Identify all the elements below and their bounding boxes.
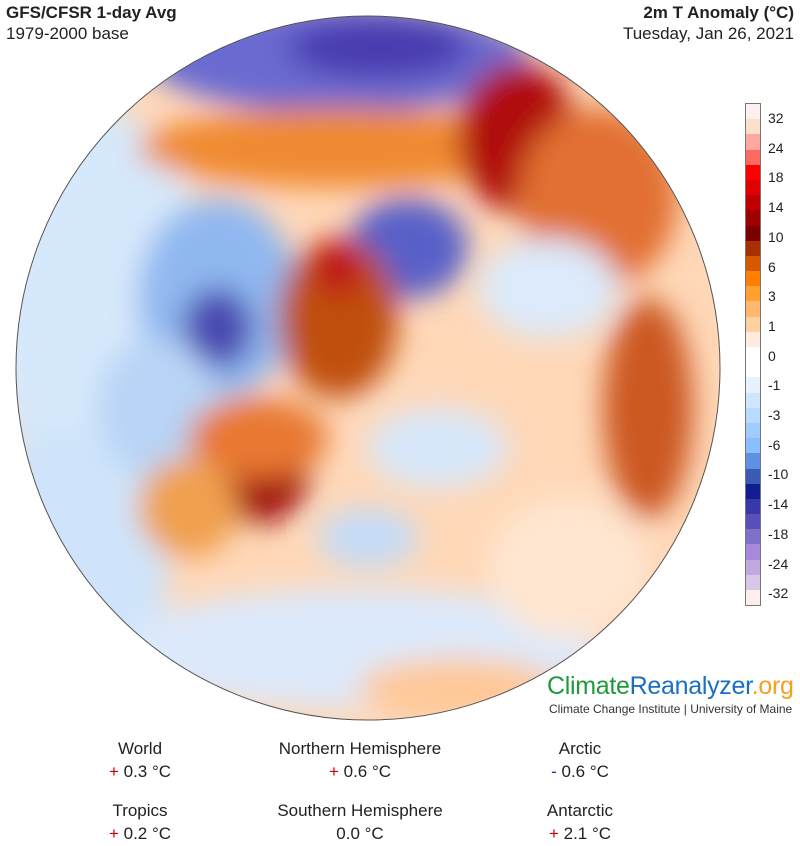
colorbar-tick: -3 [768, 407, 781, 423]
logo-climate: Climate [547, 672, 630, 700]
stat-sign: - [551, 762, 557, 781]
colorbar-swatch [746, 559, 760, 575]
anomaly-field [16, 16, 720, 720]
colorbar-swatch [746, 316, 760, 332]
colorbar-tick: 10 [768, 228, 784, 245]
colorbar-tick: -6 [768, 436, 781, 453]
colorbar-swatch [746, 271, 760, 287]
colorbar-swatch [746, 498, 760, 515]
stat-label: Tropics [112, 801, 168, 820]
stat-sign: + [548, 824, 559, 843]
stat-arctic: Arctic - 0.6 °C [470, 737, 690, 783]
colorbar-swatch [746, 590, 760, 606]
colorbar-tick: -10 [768, 466, 789, 483]
colorbar-swatch [746, 210, 760, 226]
colorbar-tick: 6 [768, 258, 776, 275]
colorbar-tick: 0 [768, 347, 776, 364]
logo-org: .org [751, 672, 794, 700]
colorbar [745, 103, 761, 607]
colorbar-swatch [746, 483, 760, 499]
variable-block: 2m T Anomaly (°C) Tuesday, Jan 26, 2021 [623, 2, 794, 44]
stat-sign: + [328, 762, 339, 781]
stat-label: Antarctic [546, 801, 614, 820]
stat-value: 2.1 °C [563, 824, 612, 843]
colorbar-swatch [746, 104, 760, 120]
colorbar-tick: 24 [768, 139, 784, 156]
colorbar-swatch [746, 119, 760, 135]
stat-value: 0.6 °C [343, 762, 392, 781]
stat-sign: + [108, 824, 119, 843]
colorbar-swatch [746, 544, 760, 560]
colorbar-swatch [746, 574, 760, 590]
colorbar-tick: 14 [768, 199, 784, 216]
stat-tropics: Tropics + 0.2 °C [30, 799, 250, 845]
stat-label: World [117, 739, 163, 758]
colorbar-swatch [746, 179, 760, 196]
stat-world: World + 0.3 °C [30, 737, 250, 783]
stat-value: 0.6 °C [561, 762, 609, 781]
stat-sign: + [108, 762, 119, 781]
colorbar-swatch [746, 453, 760, 469]
colorbar-swatch [746, 438, 760, 454]
colorbar-swatch [746, 149, 760, 165]
map-title: GFS/CFSR 1-day Avg [6, 3, 177, 22]
stat-value: 0.0 °C [336, 824, 384, 843]
variable-title: 2m T Anomaly (°C) [643, 3, 794, 22]
colorbar-swatch [746, 529, 760, 545]
stat-value: 0.2 °C [123, 824, 172, 843]
stat-southern-hemisphere: Southern Hemisphere 0.0 °C [250, 799, 470, 845]
colorbar-swatch [746, 468, 760, 484]
colorbar-swatch [746, 164, 760, 180]
colorbar-swatch [746, 301, 760, 317]
climate-reanalyzer-logo[interactable]: ClimateReanalyzer.org [547, 672, 794, 701]
title-block: GFS/CFSR 1-day Avg 1979-2000 base [6, 2, 177, 44]
colorbar-tick: -24 [768, 555, 789, 572]
stat-label: Northern Hemisphere [278, 739, 442, 758]
colorbar-tick: -32 [768, 585, 789, 602]
colorbar-swatch [746, 240, 760, 256]
colorbar-swatch [746, 407, 760, 423]
colorbar-tick: 32 [768, 110, 784, 126]
base-period: 1979-2000 base [6, 24, 129, 43]
colorbar-tick: -18 [768, 525, 789, 542]
colorbar-swatch [746, 255, 760, 272]
colorbar-tick: -1 [768, 377, 781, 394]
colorbar-swatch [746, 195, 760, 211]
colorbar-tick: -14 [768, 496, 789, 513]
colorbar-swatch [746, 377, 760, 393]
stat-label: Southern Hemisphere [277, 801, 443, 820]
colorbar-swatch [746, 134, 760, 150]
colorbar-swatch [746, 331, 760, 347]
colorbar-tick: 18 [768, 169, 784, 186]
colorbar-swatch [746, 286, 760, 302]
colorbar-swatch [746, 392, 760, 408]
colorbar-tick: 3 [768, 288, 776, 305]
colorbar-swatch [746, 225, 760, 241]
stat-value: 0.3 °C [123, 762, 172, 781]
colorbar-swatch [746, 347, 760, 363]
colorbar-swatch [746, 362, 760, 378]
colorbar-swatch [746, 422, 760, 439]
map-date: Tuesday, Jan 26, 2021 [622, 24, 794, 43]
stat-label: Arctic [558, 739, 602, 758]
stat-antarctic: Antarctic + 2.1 °C [470, 799, 690, 845]
institution: Climate Change Institute | University of… [549, 702, 793, 716]
colorbar-swatch [746, 514, 760, 530]
globe-map [15, 15, 721, 721]
logo-reanalyzer: Reanalyzer [629, 672, 752, 700]
stat-northern-hemisphere: Northern Hemisphere + 0.6 °C [250, 737, 470, 783]
colorbar-tick: 1 [768, 317, 776, 334]
